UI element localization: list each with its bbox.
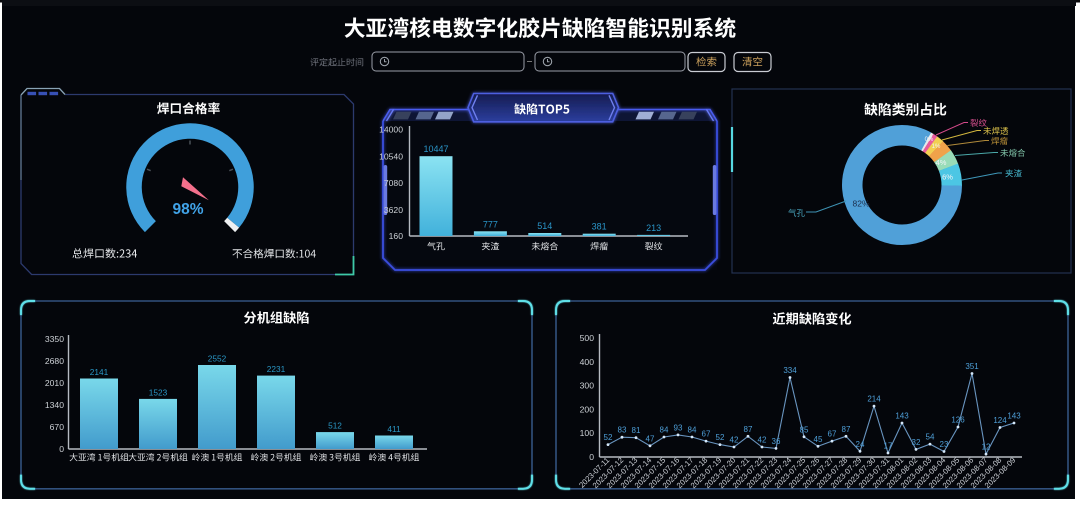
svg-text:67: 67	[702, 430, 711, 439]
svg-text:200: 200	[580, 404, 595, 414]
svg-text:10447: 10447	[423, 144, 448, 154]
svg-text:3620: 3620	[384, 205, 403, 215]
svg-text:670: 670	[50, 422, 65, 432]
svg-text:98%: 98%	[172, 201, 203, 218]
svg-text:36: 36	[772, 437, 781, 446]
svg-text:45: 45	[814, 435, 823, 444]
svg-text:12: 12	[982, 443, 991, 452]
svg-text:143: 143	[1007, 412, 1021, 421]
svg-text:42: 42	[730, 436, 739, 445]
svg-text:17: 17	[884, 442, 893, 451]
svg-text:2680: 2680	[45, 356, 64, 366]
svg-text:514: 514	[537, 221, 552, 231]
svg-text:82%: 82%	[852, 199, 869, 209]
svg-text:300: 300	[580, 381, 595, 391]
svg-text:93: 93	[674, 423, 683, 432]
svg-text:52: 52	[604, 433, 613, 442]
svg-text:1%: 1%	[932, 144, 941, 150]
svg-text:84: 84	[688, 426, 697, 435]
svg-text:67: 67	[828, 430, 837, 439]
svg-text:81: 81	[632, 426, 641, 435]
svg-text:0: 0	[589, 452, 594, 462]
svg-text:24: 24	[856, 440, 865, 449]
svg-text:42: 42	[758, 436, 767, 445]
svg-text:126: 126	[951, 416, 965, 425]
svg-text:160: 160	[389, 231, 404, 241]
svg-text:411: 411	[387, 424, 401, 434]
svg-text:0: 0	[59, 444, 64, 454]
svg-text:84: 84	[660, 426, 669, 435]
svg-text:100: 100	[580, 428, 595, 438]
svg-text:777: 777	[483, 219, 498, 229]
svg-text:23: 23	[940, 440, 949, 449]
svg-text:512: 512	[328, 421, 342, 431]
svg-text:47: 47	[646, 434, 655, 443]
svg-text:32: 32	[912, 438, 921, 447]
svg-text:500: 500	[580, 333, 595, 343]
svg-text:213: 213	[646, 223, 661, 233]
svg-text:381: 381	[592, 222, 607, 232]
svg-text:85: 85	[800, 425, 809, 434]
svg-text:54: 54	[926, 433, 935, 442]
svg-text:400: 400	[580, 357, 595, 367]
svg-text:2552: 2552	[208, 354, 227, 364]
svg-text:214: 214	[867, 395, 881, 404]
svg-text:6%: 6%	[942, 173, 953, 182]
svg-text:1340: 1340	[45, 400, 64, 410]
svg-text:334: 334	[783, 366, 797, 375]
svg-text:14000: 14000	[379, 125, 403, 135]
svg-text:2010: 2010	[45, 378, 64, 388]
svg-text:3350: 3350	[45, 334, 64, 344]
svg-text:351: 351	[965, 362, 979, 371]
svg-text:1523: 1523	[149, 387, 168, 397]
svg-text:7080: 7080	[384, 178, 403, 188]
svg-text:0%: 0%	[925, 137, 934, 143]
svg-text:2141: 2141	[90, 367, 109, 377]
svg-text:10540: 10540	[379, 151, 403, 161]
svg-text:83: 83	[618, 426, 627, 435]
svg-text:4%: 4%	[936, 158, 947, 167]
svg-text:87: 87	[744, 425, 753, 434]
svg-text:2231: 2231	[267, 364, 286, 374]
svg-text:143: 143	[895, 412, 909, 421]
svg-text:52: 52	[716, 433, 725, 442]
svg-text:87: 87	[842, 425, 851, 434]
svg-text:124: 124	[993, 416, 1007, 425]
